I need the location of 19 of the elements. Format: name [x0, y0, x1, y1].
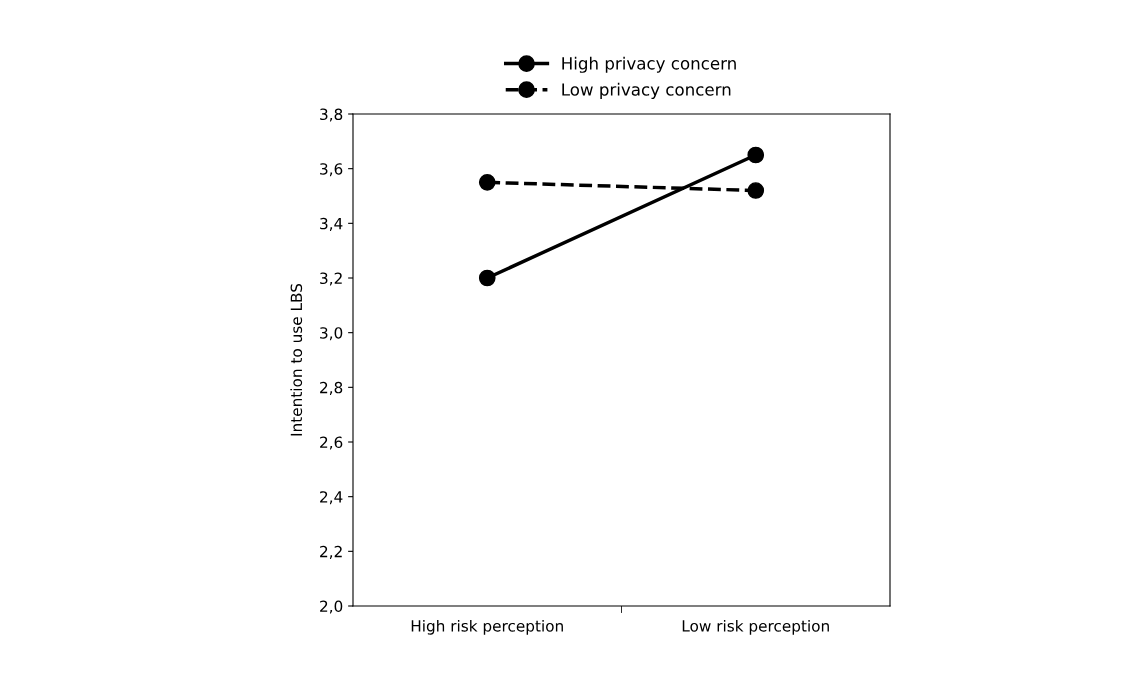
point — [747, 146, 765, 164]
point — [478, 173, 496, 191]
x-tick-label: Low risk perception — [682, 619, 829, 635]
y-tick-label: 2,6 — [320, 436, 343, 450]
y-tick-label: 3,8 — [320, 108, 343, 122]
y-tick-label: 2,0 — [320, 600, 343, 614]
legend-label: Low privacy concern — [562, 82, 731, 99]
y-tick-label: 2,8 — [320, 381, 343, 395]
y-tick-label: 3,6 — [320, 163, 343, 177]
y-tick-label: 2,2 — [320, 545, 342, 559]
y-tick-label: 3,2 — [320, 272, 342, 286]
y-tick-label: 2,4 — [320, 491, 343, 505]
x-tick-label: High risk perception — [411, 619, 563, 635]
point — [747, 182, 765, 199]
y-axis-title: Intention to use LBS — [290, 283, 303, 436]
point — [478, 269, 496, 287]
y-tick-label: 3,4 — [320, 217, 343, 231]
legend-label: High privacy concern — [562, 56, 736, 73]
y-tick-label: 3,0 — [320, 327, 343, 341]
